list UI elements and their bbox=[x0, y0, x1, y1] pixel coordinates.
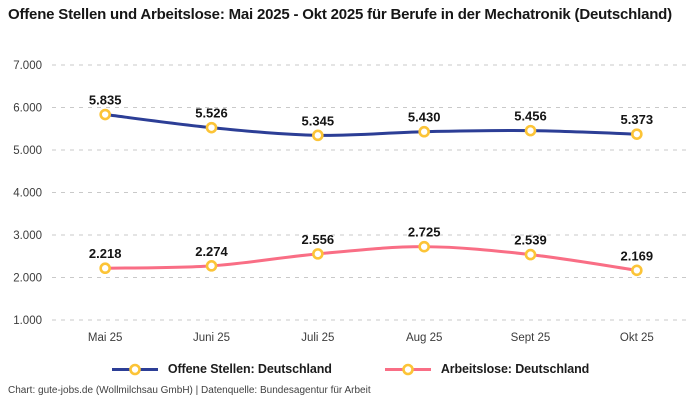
chart-source-note: Chart: gute-jobs.de (Wollmilchsau GmbH) … bbox=[8, 385, 371, 396]
data-point-marker bbox=[99, 262, 111, 275]
data-point-marker bbox=[631, 128, 643, 140]
x-axis-tick-label: Aug 25 bbox=[406, 332, 442, 344]
legend-item-offene-stellen[interactable]: Offene Stellen: Deutschland bbox=[111, 362, 332, 376]
data-point-marker bbox=[205, 121, 218, 134]
data-point-label: 2.274 bbox=[195, 244, 228, 259]
data-point-marker bbox=[205, 260, 218, 272]
data-point-label: 5.373 bbox=[621, 112, 654, 127]
data-point-marker bbox=[418, 240, 430, 253]
data-point-marker bbox=[99, 108, 111, 121]
legend-swatch-line-icon bbox=[111, 363, 158, 375]
data-point-marker bbox=[312, 248, 324, 260]
legend-label-arbeitslose: Arbeitslose: Deutschland bbox=[440, 362, 590, 376]
x-axis-tick-label: Okt 25 bbox=[620, 332, 654, 344]
x-axis-tick-label: Mai 25 bbox=[88, 332, 123, 344]
legend-item-arbeitslose[interactable]: Arbeitslose: Deutschland bbox=[384, 362, 589, 376]
data-point-marker bbox=[524, 248, 537, 261]
data-point-label: 5.835 bbox=[89, 93, 122, 108]
y-axis-tick-label: 2.000 bbox=[13, 273, 42, 285]
chart-title: Offene Stellen und Arbeitslose: Mai 2025… bbox=[8, 6, 672, 23]
x-axis-tick-label: Sept 25 bbox=[511, 332, 551, 344]
data-point-label: 5.345 bbox=[302, 113, 335, 128]
data-point-label: 2.539 bbox=[514, 233, 547, 248]
data-point-label: 5.430 bbox=[408, 110, 441, 125]
y-axis-tick-label: 7.000 bbox=[13, 60, 42, 72]
chart-legend: Offene Stellen: Deutschland Arbeitslose:… bbox=[0, 357, 700, 381]
y-axis-tick-label: 5.000 bbox=[13, 145, 42, 157]
data-point-label: 5.526 bbox=[195, 106, 228, 121]
y-axis-tick-label: 3.000 bbox=[13, 230, 42, 242]
x-axis-tick-label: Juli 25 bbox=[301, 332, 334, 344]
data-point-label: 5.456 bbox=[514, 109, 547, 124]
y-axis-tick-label: 4.000 bbox=[13, 188, 42, 200]
legend-label-offene-stellen: Offene Stellen: Deutschland bbox=[167, 362, 332, 376]
x-axis-tick-label: Juni 25 bbox=[193, 332, 230, 344]
series-line bbox=[103, 245, 639, 272]
data-point-marker bbox=[312, 129, 324, 142]
legend-swatch-line-icon bbox=[384, 363, 431, 375]
data-point-marker bbox=[631, 264, 643, 277]
series-line bbox=[103, 113, 639, 137]
data-point-marker bbox=[524, 124, 537, 137]
data-point-label: 2.556 bbox=[302, 232, 335, 247]
data-point-marker bbox=[418, 125, 430, 138]
data-point-label: 2.218 bbox=[89, 246, 122, 261]
y-axis-tick-label: 1.000 bbox=[13, 315, 42, 327]
y-axis-tick-label: 6.000 bbox=[13, 103, 42, 115]
data-point-label: 2.725 bbox=[408, 225, 441, 240]
data-point-label: 2.169 bbox=[621, 248, 654, 263]
